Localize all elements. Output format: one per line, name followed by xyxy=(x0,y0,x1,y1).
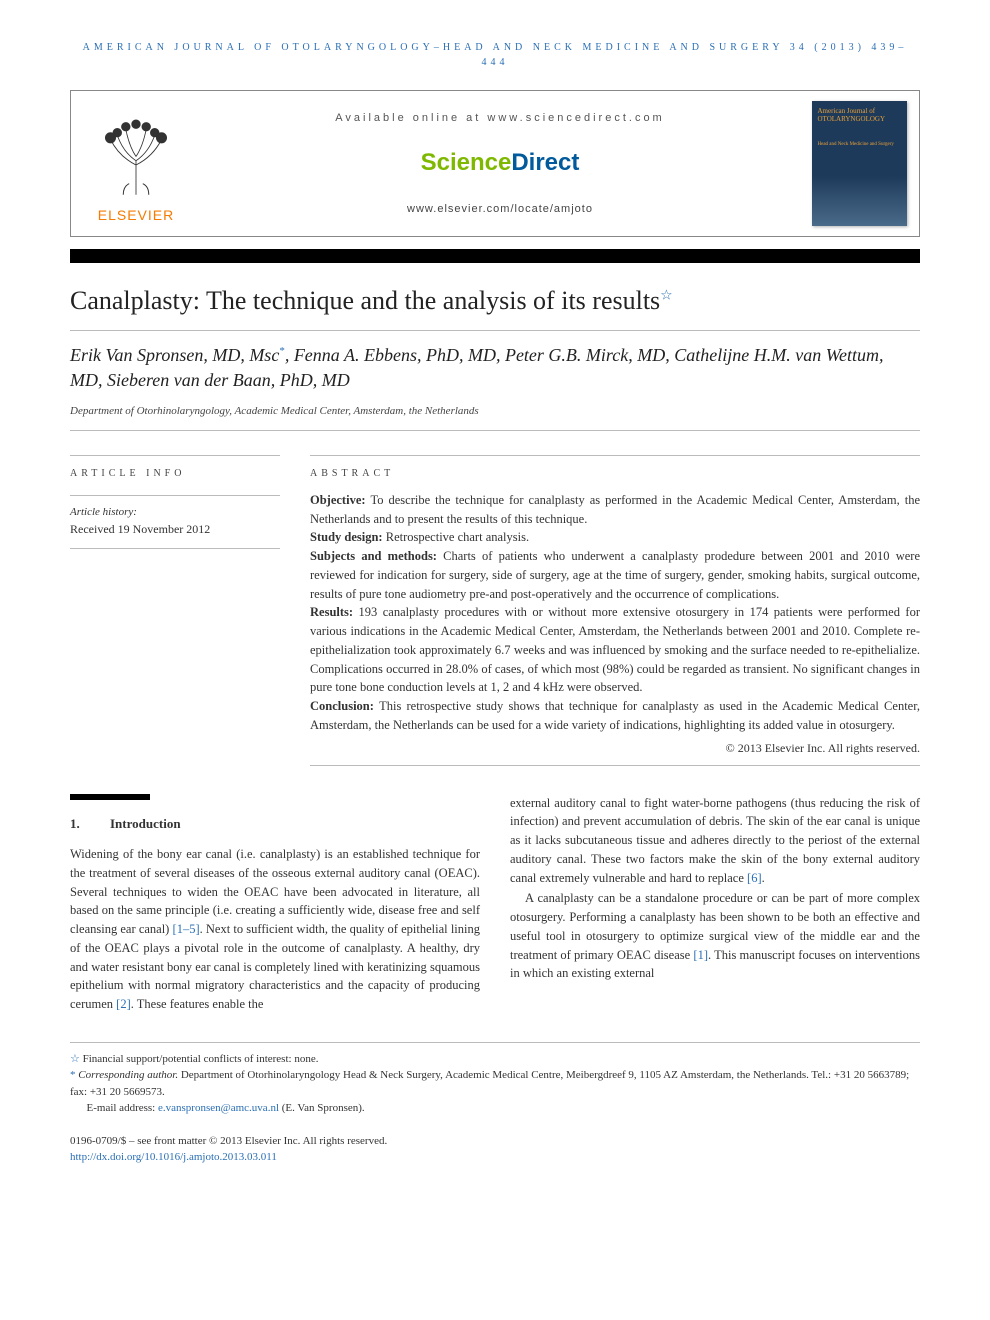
fn3-tail: (E. Van Spronsen). xyxy=(279,1102,365,1114)
authors-text: Erik Van Spronsen, MD, Msc*, Fenna A. Eb… xyxy=(70,345,884,390)
body-paragraph: external auditory canal to fight water-b… xyxy=(510,794,920,888)
intro-bar xyxy=(70,794,150,800)
footnote-2: * Corresponding author. Department of Ot… xyxy=(70,1067,920,1100)
header-center: Available online at www.sciencedirect.co… xyxy=(201,91,799,236)
journal-cover: American Journal of OTOLARYNGOLOGY Head … xyxy=(812,101,907,226)
abstract-design-h: Study design: xyxy=(310,530,386,544)
article-title: Canalplasty: The technique and the analy… xyxy=(70,281,920,320)
abstract-text: Objective: To describe the technique for… xyxy=(310,491,920,735)
abstract-conclusion: This retrospective study shows that tech… xyxy=(310,699,920,732)
p2a: external auditory canal to fight water-b… xyxy=(510,796,920,885)
title-divider xyxy=(70,330,920,331)
footer-copyright: 0196-0709/$ – see front matter © 2013 El… xyxy=(70,1133,920,1150)
fn-star-icon: ☆ xyxy=(70,1053,83,1065)
abstract-results: 193 canalplasty procedures with or witho… xyxy=(310,605,920,694)
running-header: AMERICAN JOURNAL OF OTOLARYNGOLOGY–HEAD … xyxy=(70,40,920,70)
abstract-results-h: Results: xyxy=(310,605,359,619)
sd-sci: Science xyxy=(421,149,512,176)
publisher-block: ELSEVIER xyxy=(71,91,201,236)
abstract-objective-h: Objective: xyxy=(310,493,371,507)
doi-link[interactable]: http://dx.doi.org/10.1016/j.amjoto.2013.… xyxy=(70,1151,277,1163)
sd-dir: Direct xyxy=(511,149,579,176)
title-footnote-star: ☆ xyxy=(660,288,673,303)
ref-link[interactable]: [6] xyxy=(747,871,762,885)
fn2-label: Corresponding author. xyxy=(78,1069,178,1081)
body-paragraph: Widening of the bony ear canal (i.e. can… xyxy=(70,845,480,1014)
affiliation-divider xyxy=(70,430,920,431)
elsevier-tree-icon xyxy=(91,114,181,199)
available-online-text: Available online at www.sciencedirect.co… xyxy=(211,110,789,127)
abstract-copyright: © 2013 Elsevier Inc. All rights reserved… xyxy=(310,739,920,766)
fn3-label: E-mail address: xyxy=(87,1102,158,1114)
authors-line: Erik Van Spronsen, MD, Msc*, Fenna A. Eb… xyxy=(70,343,920,393)
article-history-label: Article history: xyxy=(70,495,280,521)
affiliation: Department of Otorhinolaryngology, Acade… xyxy=(70,403,920,420)
p1c: . These features enable the xyxy=(131,997,264,1011)
section-num: 1. xyxy=(70,814,110,834)
abstract-block: ABSTRACT Objective: To describe the tech… xyxy=(310,455,920,766)
body-col-right: external auditory canal to fight water-b… xyxy=(510,794,920,1014)
body-paragraph: A canalplasty can be a standalone proced… xyxy=(510,889,920,983)
body-col-left: 1.Introduction Widening of the bony ear … xyxy=(70,794,480,1014)
publisher-name: ELSEVIER xyxy=(98,205,174,226)
fn2-text: Department of Otorhinolaryngology Head &… xyxy=(70,1069,909,1098)
footnotes: ☆ Financial support/potential conflicts … xyxy=(70,1042,920,1117)
article-history-date: Received 19 November 2012 xyxy=(70,520,280,549)
journal-cover-subtitle: Head and Neck Medicine and Surgery xyxy=(818,142,901,148)
fn-asterisk-icon: * xyxy=(70,1069,78,1081)
abstract-label: ABSTRACT xyxy=(310,455,920,481)
journal-cover-title: American Journal of OTOLARYNGOLOGY xyxy=(818,107,901,124)
black-divider-bar xyxy=(70,249,920,263)
article-info-label: ARTICLE INFO xyxy=(70,455,280,481)
info-abstract-row: ARTICLE INFO Article history: Received 1… xyxy=(70,455,920,766)
page-footer: 0196-0709/$ – see front matter © 2013 El… xyxy=(70,1133,920,1166)
journal-cover-block: American Journal of OTOLARYNGOLOGY Head … xyxy=(799,91,919,236)
abstract-conclusion-h: Conclusion: xyxy=(310,699,379,713)
abstract-design: Retrospective chart analysis. xyxy=(386,530,529,544)
locate-url[interactable]: www.elsevier.com/locate/amjoto xyxy=(211,201,789,218)
section-title: Introduction xyxy=(110,816,181,831)
footnote-1: ☆ Financial support/potential conflicts … xyxy=(70,1051,920,1068)
ref-link[interactable]: [1] xyxy=(693,948,708,962)
abstract-methods-h: Subjects and methods: xyxy=(310,549,443,563)
fn1-text: Financial support/potential conflicts of… xyxy=(83,1053,319,1065)
article-info-block: ARTICLE INFO Article history: Received 1… xyxy=(70,455,280,766)
abstract-objective: To describe the technique for canalplast… xyxy=(310,493,920,526)
section-heading: 1.Introduction xyxy=(70,814,480,834)
footnote-3: E-mail address: e.vanspronsen@amc.uva.nl… xyxy=(70,1100,920,1117)
sciencedirect-logo: ScienceDirect xyxy=(211,145,789,181)
p2b: . xyxy=(762,871,765,885)
ref-link[interactable]: [2] xyxy=(116,997,131,1011)
journal-header: ELSEVIER Available online at www.science… xyxy=(70,90,920,237)
body-columns: 1.Introduction Widening of the bony ear … xyxy=(70,794,920,1014)
fn3-email[interactable]: e.vanspronsen@amc.uva.nl xyxy=(158,1102,279,1114)
title-text: Canalplasty: The technique and the analy… xyxy=(70,286,660,315)
ref-link[interactable]: [1–5] xyxy=(173,922,200,936)
